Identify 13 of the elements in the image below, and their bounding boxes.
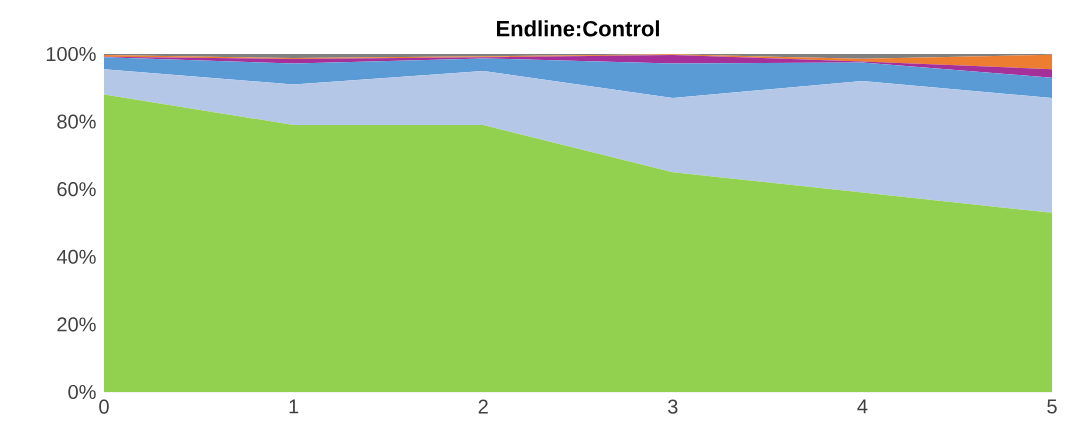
- x-tick-label: 5: [1047, 399, 1057, 414]
- y-tick-label: 0%: [68, 384, 96, 400]
- x-tick-label: 2: [478, 399, 488, 414]
- y-tick-label: 40%: [56, 249, 96, 264]
- y-tick-label: 80%: [57, 114, 96, 129]
- y-tick-label: 60%: [57, 182, 96, 197]
- x-tick-label: 4: [857, 399, 868, 414]
- y-tick-label: 100%: [46, 46, 96, 62]
- x-tick-label: 3: [668, 399, 678, 414]
- chart-title: Endline:Control: [496, 20, 659, 37]
- y-tick-label: 20%: [57, 317, 96, 332]
- x-tick-label: 0: [99, 399, 109, 414]
- x-tick-label: 1: [289, 399, 299, 414]
